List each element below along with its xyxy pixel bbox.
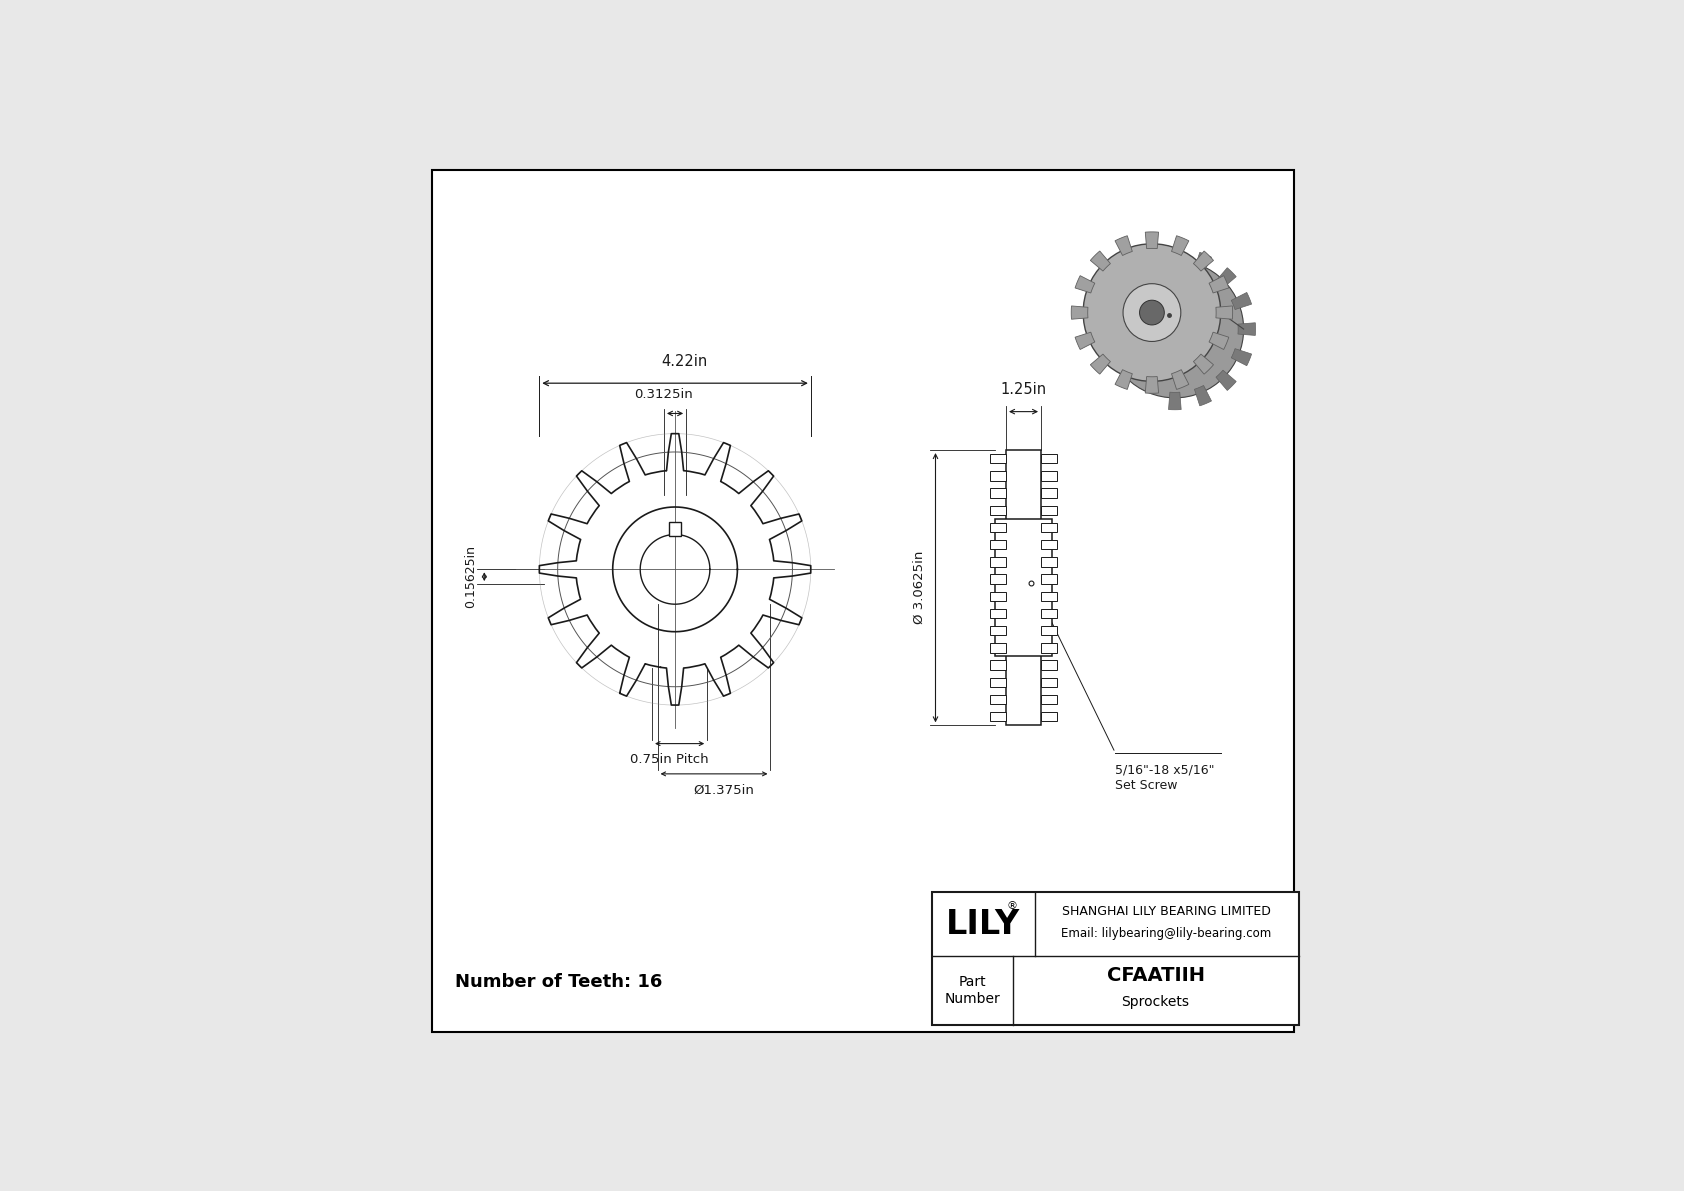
Polygon shape [1172,369,1189,389]
Bar [1041,678,1058,687]
Polygon shape [1074,332,1095,349]
Text: 0.75in Pitch: 0.75in Pitch [630,753,709,766]
Bar [990,540,1005,549]
Bar [1041,574,1058,584]
Circle shape [1123,283,1180,342]
Polygon shape [1216,306,1233,319]
Text: 4.22in: 4.22in [662,354,707,368]
Polygon shape [1231,293,1251,310]
Polygon shape [1194,251,1214,272]
Polygon shape [1152,244,1243,398]
Polygon shape [1115,236,1132,256]
Text: 1.25in: 1.25in [1000,382,1046,397]
Bar [990,712,1005,722]
Bar [990,678,1005,687]
Text: 5/16"-18 x5/16"
Set Screw: 5/16"-18 x5/16" Set Screw [1115,763,1214,792]
Bar [1041,694,1058,704]
Polygon shape [1209,332,1229,349]
Bar [990,488,1005,498]
Bar [1041,626,1058,636]
Polygon shape [1216,268,1236,288]
Bar [990,609,1005,618]
Text: Ø 3.0625in: Ø 3.0625in [913,551,926,624]
Polygon shape [1145,376,1159,393]
Polygon shape [1194,354,1214,374]
Bar [1041,488,1058,498]
Text: CFAATIIH: CFAATIIH [1106,966,1204,985]
Bar [990,643,1005,653]
Bar [1041,540,1058,549]
Text: 0.3125in: 0.3125in [633,387,692,400]
Polygon shape [1194,252,1211,273]
Bar [1041,523,1058,532]
Bar [931,892,1298,1025]
Polygon shape [1090,354,1110,374]
Polygon shape [1209,275,1229,293]
Polygon shape [1074,275,1095,293]
Bar [669,522,680,536]
Text: Number of Teeth: 16: Number of Teeth: 16 [455,973,662,991]
Circle shape [1106,261,1244,398]
Bar [1041,454,1058,463]
Polygon shape [1216,370,1236,391]
Polygon shape [1238,323,1256,336]
Text: 0.15625in: 0.15625in [465,545,477,609]
Text: Sprockets: Sprockets [1122,994,1189,1009]
Bar [1005,450,1041,725]
Polygon shape [1169,392,1180,410]
Bar [990,506,1005,515]
Bar [990,660,1005,669]
Text: Part
Number: Part Number [945,975,1000,1005]
Bar [1041,609,1058,618]
Bar [1041,472,1058,481]
Circle shape [1083,244,1221,381]
Text: Ø1.375in: Ø1.375in [694,784,754,797]
Text: LILY: LILY [946,908,1021,941]
Polygon shape [1152,283,1204,358]
Bar [1041,643,1058,653]
Text: Email: lilybearing@lily-bearing.com: Email: lilybearing@lily-bearing.com [1061,927,1271,940]
Polygon shape [1172,236,1189,256]
Bar [1041,660,1058,669]
Text: ®: ® [1005,900,1017,911]
Bar [990,557,1005,567]
Bar [995,519,1052,656]
Circle shape [1147,300,1204,358]
Bar [990,592,1005,601]
Circle shape [1140,300,1164,325]
Bar [990,523,1005,532]
Polygon shape [1169,249,1180,266]
Bar [990,626,1005,636]
Polygon shape [1115,369,1132,389]
Bar [990,472,1005,481]
Polygon shape [1231,349,1251,366]
Bar [1041,712,1058,722]
Bar [1041,557,1058,567]
Polygon shape [1090,251,1110,272]
Polygon shape [1145,232,1159,249]
Bar [990,574,1005,584]
Bar [990,454,1005,463]
Bar [1041,592,1058,601]
Polygon shape [1194,386,1211,406]
Polygon shape [1071,306,1088,319]
Bar [1041,506,1058,515]
Text: SHANGHAI LILY BEARING LIMITED: SHANGHAI LILY BEARING LIMITED [1063,905,1271,918]
Bar [990,694,1005,704]
